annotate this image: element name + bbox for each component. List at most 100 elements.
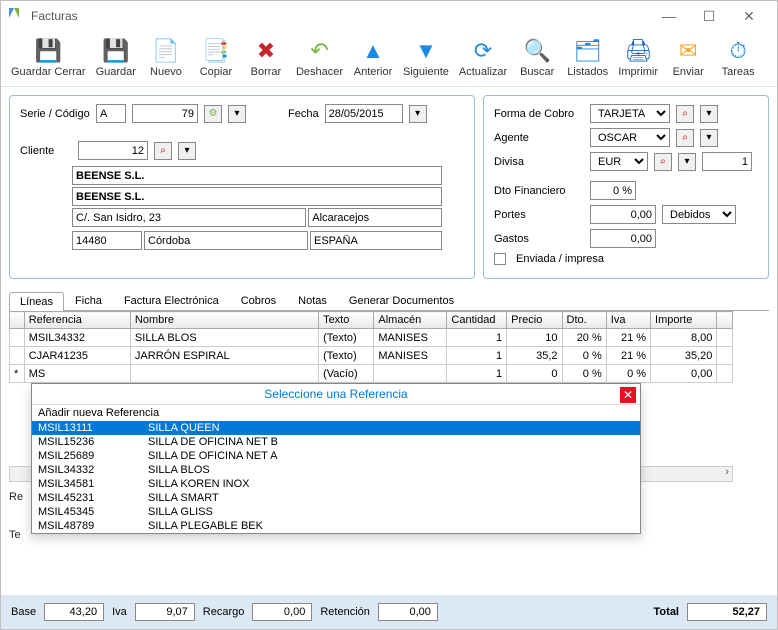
fecha-label: Fecha — [288, 108, 319, 120]
tab-factura-electrónica[interactable]: Factura Electrónica — [113, 291, 230, 310]
cliente-search-icon[interactable]: ⌕ — [154, 142, 172, 160]
popup-item[interactable]: MSIL15236SILLA DE OFICINA NET B — [32, 435, 640, 449]
window-title: Facturas — [31, 9, 649, 23]
iva-label: Iva — [112, 606, 127, 618]
divisa-dropdown[interactable]: ▾ — [678, 153, 696, 171]
popup-close-icon[interactable]: ✕ — [620, 387, 636, 403]
popup-subtitle[interactable]: Añadir nueva Referencia — [32, 404, 640, 421]
cliente-label: Cliente — [20, 145, 72, 157]
fecha-input[interactable] — [325, 104, 403, 123]
portes-tipo-select[interactable]: Debidos — [662, 205, 736, 224]
cliente-nombre2[interactable] — [72, 187, 442, 206]
popup-item[interactable]: MSIL48789SILLA PLEGABLE BEK — [32, 519, 640, 533]
anterior-button[interactable]: ▲Anterior — [349, 35, 397, 80]
popup-item[interactable]: MSIL34332SILLA BLOS — [32, 463, 640, 477]
tab-notas[interactable]: Notas — [287, 291, 338, 310]
popup-item[interactable]: MSIL45345SILLA GLISS — [32, 505, 640, 519]
serie-label: Serie / Código — [20, 108, 90, 120]
agente-dropdown[interactable]: ▾ — [700, 129, 718, 147]
tab-cobros[interactable]: Cobros — [230, 291, 287, 310]
cliente-pais[interactable] — [310, 231, 442, 250]
main-toolbar: 💾Guardar Cerrar💾Guardar📄Nuevo📑Copiar✖Bor… — [1, 31, 777, 87]
titlebar: Facturas — ☐ ✕ — [1, 1, 777, 31]
forma-cobro-label: Forma de Cobro — [494, 108, 584, 120]
panel-pago: Forma de Cobro TARJETA ⌕ ▾ Agente OSCAR … — [483, 95, 769, 279]
imprimir-button[interactable]: 🖨Imprimir — [614, 35, 662, 80]
cliente-cp[interactable] — [72, 231, 142, 250]
cliente-id-input[interactable] — [78, 141, 148, 160]
portes-input[interactable] — [590, 205, 656, 224]
lineas-grid[interactable]: ReferenciaNombreTextoAlmacénCantidadPrec… — [9, 311, 733, 383]
table-row[interactable]: *MS(Vacío)100 %0 %0,00 — [10, 365, 733, 383]
forma-cobro-search-icon[interactable]: ⌕ — [676, 105, 694, 123]
cliente-direccion[interactable] — [72, 208, 306, 227]
siguiente-button[interactable]: ▼Siguiente — [399, 35, 453, 80]
actualizar-button[interactable]: ⟳Actualizar — [455, 35, 511, 80]
buscar-button[interactable]: 🔍Buscar — [513, 35, 561, 80]
app-icon — [9, 8, 25, 24]
borrar-button[interactable]: ✖Borrar — [242, 35, 290, 80]
popup-list[interactable]: MSIL13111SILLA QUEENMSIL15236SILLA DE OF… — [32, 421, 640, 533]
divisa-rate-input[interactable] — [702, 152, 752, 171]
guardar-button[interactable]: 💾Guardar — [92, 35, 140, 80]
gastos-input[interactable] — [590, 229, 656, 248]
divisa-select[interactable]: EUR — [590, 152, 648, 171]
popup-item[interactable]: MSIL25689SILLA DE OFICINA NET A — [32, 449, 640, 463]
table-row[interactable]: CJAR41235JARRÓN ESPIRAL(Texto)MANISES135… — [10, 347, 733, 365]
base-label: Base — [11, 606, 36, 618]
label-re: Re — [9, 491, 23, 503]
minimize-button[interactable]: — — [649, 2, 689, 30]
fecha-dropdown[interactable]: ▾ — [409, 105, 427, 123]
portes-label: Portes — [494, 209, 584, 221]
codigo-input[interactable] — [132, 104, 198, 123]
guardar-cerrar-button[interactable]: 💾Guardar Cerrar — [7, 35, 90, 80]
panel-documento: Serie / Código ⚙ ▾ Fecha ▾ Cliente ⌕ ▾ — [9, 95, 475, 279]
dto-financiero-label: Dto Financiero — [494, 185, 584, 197]
iva-value: 9,07 — [135, 603, 195, 621]
gear-icon[interactable]: ⚙ — [204, 105, 222, 123]
tab-generar-documentos[interactable]: Generar Documentos — [338, 291, 465, 310]
forma-cobro-dropdown[interactable]: ▾ — [700, 105, 718, 123]
maximize-button[interactable]: ☐ — [689, 2, 729, 30]
deshacer-button[interactable]: ↶Deshacer — [292, 35, 347, 80]
tabs: LíneasFichaFactura ElectrónicaCobrosNota… — [9, 291, 769, 311]
popup-title: Seleccione una Referencia — [264, 387, 407, 401]
nuevo-button[interactable]: 📄Nuevo — [142, 35, 190, 80]
total-label: Total — [654, 606, 679, 618]
cliente-dropdown[interactable]: ▾ — [178, 142, 196, 160]
enviar-button[interactable]: ✉Enviar — [664, 35, 712, 80]
base-value: 43,20 — [44, 603, 104, 621]
agente-search-icon[interactable]: ⌕ — [676, 129, 694, 147]
dto-financiero-input[interactable] — [590, 181, 636, 200]
divisa-search-icon[interactable]: ⌕ — [654, 153, 672, 171]
agente-label: Agente — [494, 132, 584, 144]
cliente-localidad[interactable] — [308, 208, 442, 227]
tab-ficha[interactable]: Ficha — [64, 291, 113, 310]
cliente-provincia[interactable] — [144, 231, 308, 250]
popup-item[interactable]: MSIL34581SILLA KOREN INOX — [32, 477, 640, 491]
recargo-label: Recargo — [203, 606, 245, 618]
agente-select[interactable]: OSCAR — [590, 128, 670, 147]
tareas-button[interactable]: ⏱Tareas — [714, 35, 762, 80]
recargo-value: 0,00 — [252, 603, 312, 621]
table-row[interactable]: MSIL34332SILLA BLOS(Texto)MANISES11020 %… — [10, 329, 733, 347]
retencion-value: 0,00 — [378, 603, 438, 621]
copiar-button[interactable]: 📑Copiar — [192, 35, 240, 80]
popup-item[interactable]: MSIL13111SILLA QUEEN — [32, 421, 640, 435]
serie-input[interactable] — [96, 104, 126, 123]
cliente-nombre1[interactable] — [72, 166, 442, 185]
gastos-label: Gastos — [494, 233, 584, 245]
enviada-label: Enviada / impresa — [516, 253, 604, 265]
close-button[interactable]: ✕ — [729, 2, 769, 30]
serie-dropdown[interactable]: ▾ — [228, 105, 246, 123]
listados-button[interactable]: 🗂Listados — [563, 35, 612, 80]
retencion-label: Retención — [320, 606, 370, 618]
divisa-label: Divisa — [494, 156, 584, 168]
totals-bar: Base 43,20 Iva 9,07 Recargo 0,00 Retenci… — [1, 595, 777, 629]
label-te: Te — [9, 529, 21, 541]
popup-item[interactable]: MSIL45231SILLA SMART — [32, 491, 640, 505]
enviada-checkbox[interactable] — [494, 253, 506, 265]
tab-líneas[interactable]: Líneas — [9, 292, 64, 311]
total-value: 52,27 — [687, 603, 767, 621]
forma-cobro-select[interactable]: TARJETA — [590, 104, 670, 123]
